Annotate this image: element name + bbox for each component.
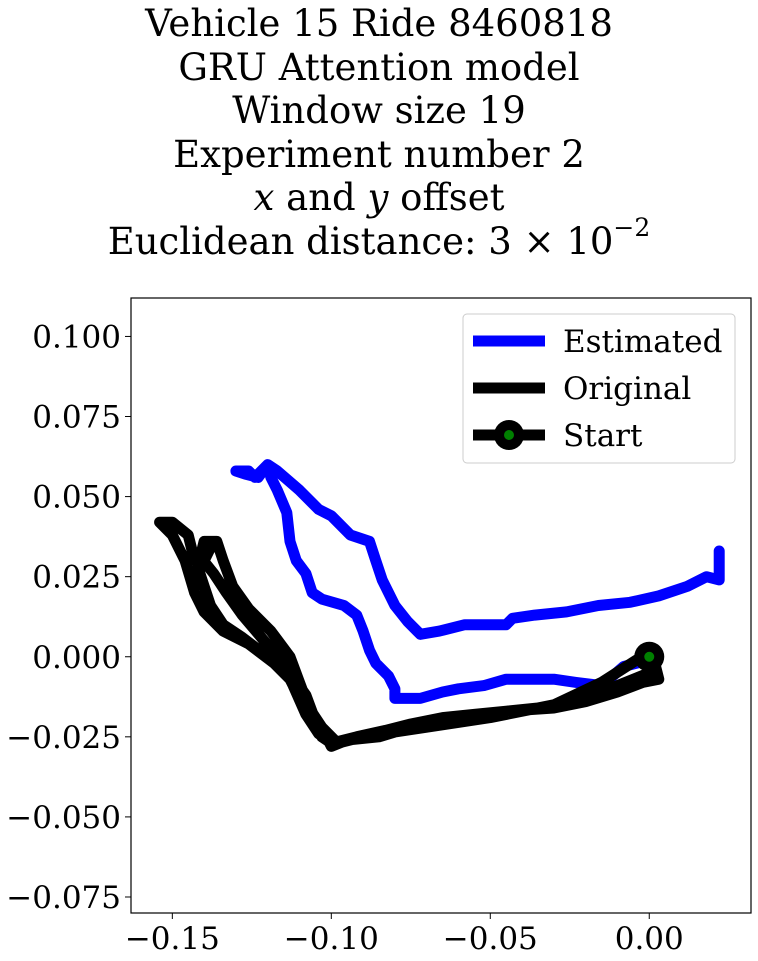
y-tick-label: −0.025 (6, 720, 121, 756)
x-tick-label: −0.15 (125, 921, 220, 957)
y-tick-label: 0.100 (32, 319, 121, 355)
y-tick-label: −0.075 (6, 880, 121, 916)
y-tick-label: 0.025 (32, 560, 121, 596)
title-var-x: x (253, 176, 275, 219)
title-offset: offset (388, 176, 505, 219)
legend-label-original: Original (563, 371, 691, 407)
y-axis: 0.100 0.075 0.050 0.025 0.000 −0.025 −0.050 −0.… (6, 319, 131, 916)
series-line-original (154, 516, 665, 752)
x-axis: −0.15 −0.10 −0.05 0.00 (125, 913, 684, 957)
x-tick-label: 0.00 (615, 921, 684, 957)
legend-box (462, 313, 736, 464)
title-distance-exponent: −2 (613, 213, 651, 243)
legend-label-start: Start (563, 418, 643, 454)
title-line-2: GRU Attention model (178, 45, 580, 89)
y-tick-label: 0.050 (32, 480, 121, 516)
title-var-y: y (367, 176, 389, 219)
start-marker-center (644, 651, 655, 662)
x-tick-label: −0.10 (284, 921, 379, 957)
y-tick-label: −0.050 (6, 800, 121, 836)
x-tick-label: −0.05 (443, 921, 538, 957)
title-line-1: Vehicle 15 Ride 8460818 (145, 2, 613, 45)
title-line-6: Euclidean distance: 3 × 10−2 (0, 215, 758, 264)
title-distance-prefix: Euclidean distance: 3 (107, 219, 512, 263)
chart-title: Vehicle 15 Ride 8460818 GRU Attention mo… (0, 2, 758, 263)
title-distance-times: × 10 (511, 219, 614, 263)
y-tick-label: 0.075 (32, 400, 121, 436)
title-line-3: Window size 19 (232, 89, 526, 132)
legend-start-marker-center (504, 430, 514, 440)
title-and: and (274, 176, 368, 219)
series-layer (154, 459, 725, 752)
axes-frame (130, 297, 752, 914)
title-line-5: x and y offset (0, 176, 758, 220)
series-line-estimated (230, 459, 725, 704)
legend: Estimated Original Start (462, 313, 736, 464)
title-line-4: Experiment number 2 (173, 132, 585, 176)
legend-label-estimated: Estimated (563, 324, 722, 360)
y-tick-label: 0.000 (32, 640, 121, 676)
